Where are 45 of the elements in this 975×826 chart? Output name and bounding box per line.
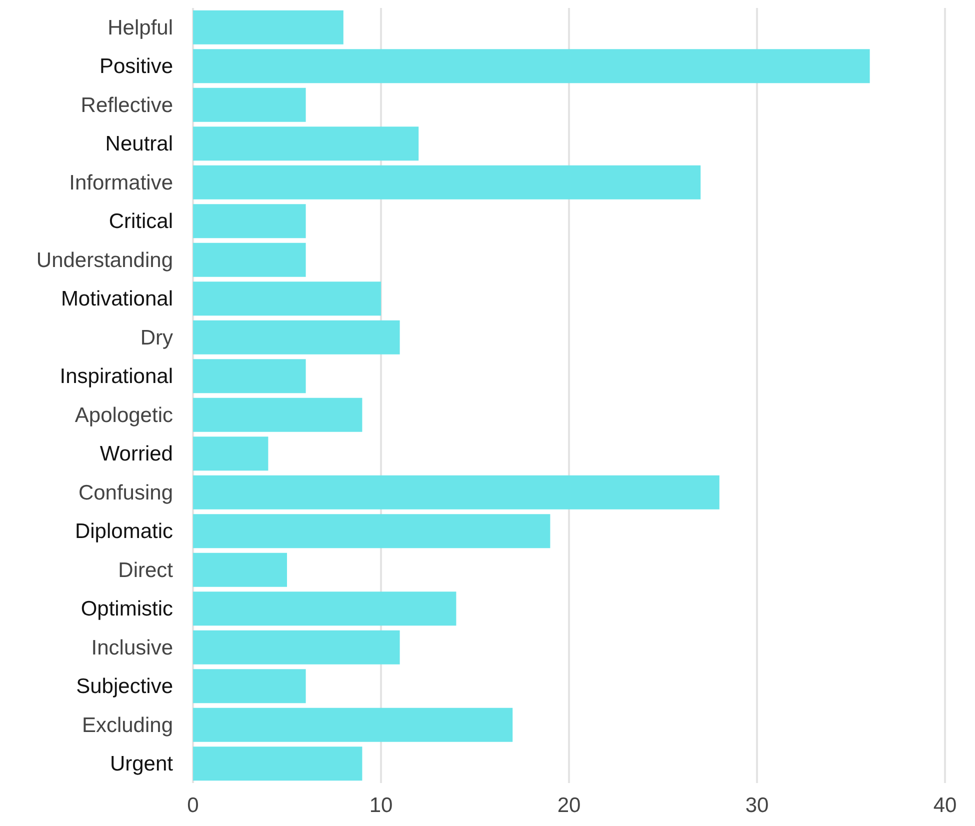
y-tick-label: Reflective <box>80 94 173 117</box>
x-tick-label: 30 <box>745 794 769 817</box>
bar <box>193 708 513 742</box>
y-tick-label: Understanding <box>36 248 173 272</box>
bar <box>193 88 306 122</box>
y-tick-label: Confusing <box>78 481 173 504</box>
y-tick-label: Inclusive <box>91 636 173 660</box>
bar <box>193 242 306 277</box>
bar <box>193 359 306 394</box>
y-tick-label: Neutral <box>105 132 173 156</box>
bar <box>193 630 400 664</box>
bar <box>193 669 306 704</box>
bar <box>193 436 268 471</box>
bar <box>193 592 456 626</box>
y-tick-label: Urgent <box>110 752 174 776</box>
y-tick-label: Excluding <box>82 714 173 737</box>
y-tick-label: Diplomatic <box>74 520 173 544</box>
x-tick-label: 20 <box>557 794 581 817</box>
y-tick-label: Dry <box>140 326 174 350</box>
x-tick-label: 0 <box>187 794 199 817</box>
bar <box>193 165 701 200</box>
bar <box>193 204 306 238</box>
y-tick-label: Inspirational <box>60 365 173 388</box>
bar <box>193 320 400 354</box>
y-tick-label: Subjective <box>76 675 173 698</box>
bar <box>193 49 870 84</box>
bar <box>193 514 550 548</box>
bar <box>193 282 381 316</box>
y-tick-label: Apologetic <box>74 404 173 427</box>
y-tick-label: Worried <box>100 442 173 466</box>
y-tick-label: Informative <box>69 171 173 194</box>
y-tick-label: Optimistic <box>80 598 173 621</box>
x-tick-label: 10 <box>369 794 393 817</box>
y-tick-label: Direct <box>118 558 174 582</box>
bar <box>193 475 720 510</box>
y-tick-label: Helpful <box>108 16 173 40</box>
bar <box>193 10 344 44</box>
x-tick-label: 40 <box>933 794 957 817</box>
y-tick-label: Motivational <box>60 288 173 311</box>
bar <box>193 398 362 432</box>
bar <box>193 746 362 781</box>
bar <box>193 552 287 587</box>
bar <box>193 126 419 161</box>
y-tick-label: Positive <box>99 55 173 78</box>
y-tick-label: Critical <box>108 210 173 234</box>
